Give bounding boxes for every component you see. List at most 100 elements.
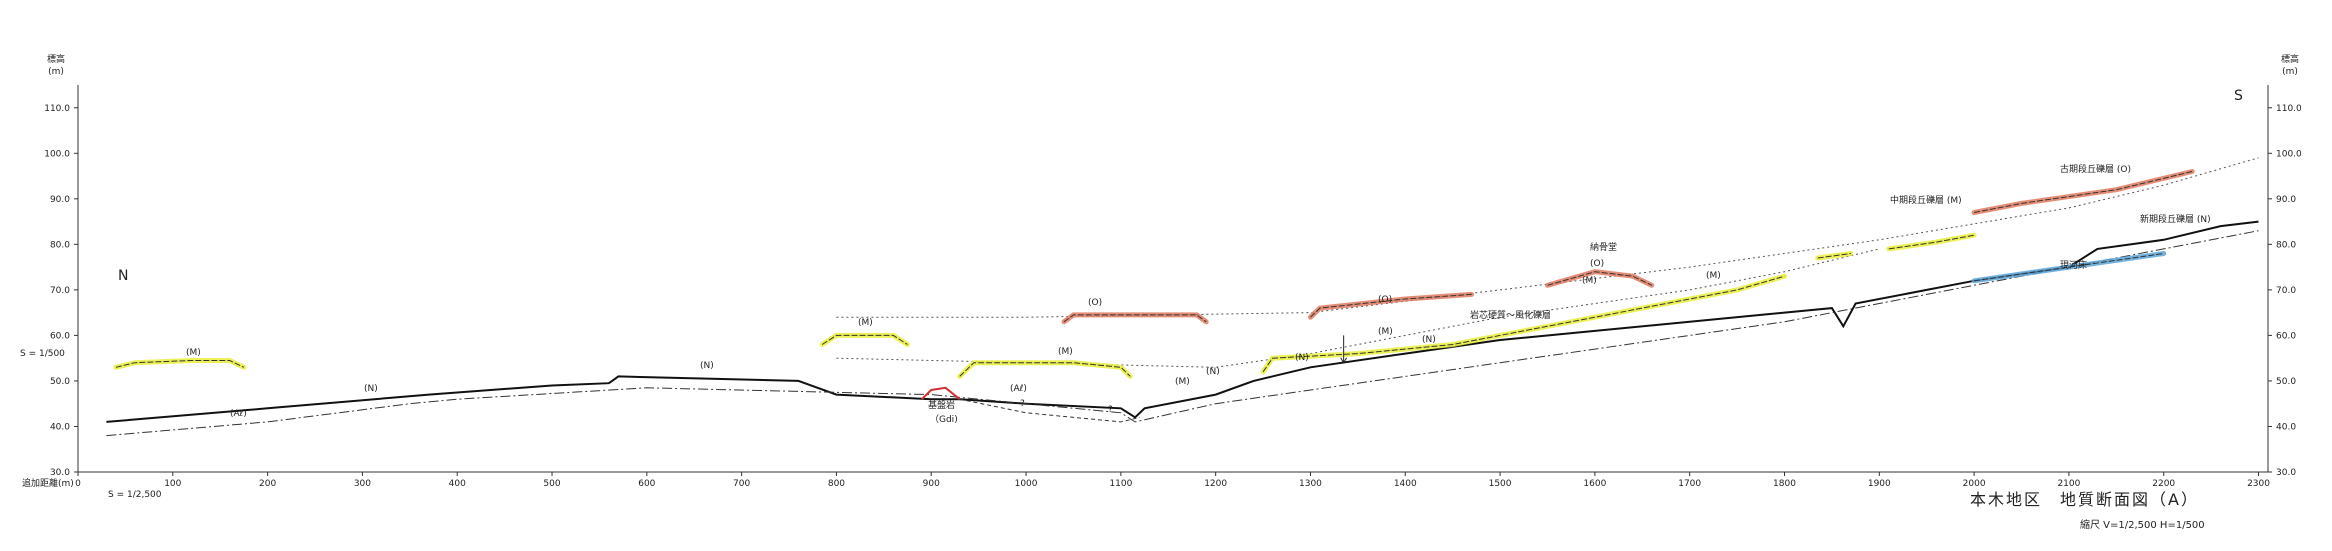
y-tick-label-left: 60.0 — [50, 331, 70, 341]
label-n-far2: (N) — [1422, 335, 1436, 345]
y-label-left: 標高 — [47, 53, 65, 65]
label-m-far: (M) — [1378, 327, 1393, 337]
y-tick-label-left: 50.0 — [50, 377, 70, 387]
y-tick-label-right: 100.0 — [2276, 149, 2302, 159]
deposit-band — [1545, 269, 1655, 288]
label-old-terrace: 古期段丘礫層 (O) — [2060, 163, 2131, 175]
x-tick-label: 100 — [164, 479, 181, 489]
profile-line-old-surface — [836, 157, 2259, 318]
deposit-outline — [1262, 275, 1785, 373]
y-tick-label-right: 90.0 — [2276, 195, 2296, 205]
deposit-outline — [1547, 271, 1653, 286]
x-tick-label: 700 — [733, 479, 750, 489]
label-new-terrace: 新期段丘礫層 (N) — [2140, 213, 2211, 225]
x-tick-label: 800 — [828, 479, 845, 489]
label-kanzen: 納骨堂 — [1590, 241, 1617, 253]
x-tick-label: 900 — [923, 479, 940, 489]
y-tick-label-left: 30.0 — [50, 468, 70, 478]
x-tick-label: 1300 — [1299, 479, 1322, 489]
boring-arrowhead — [1340, 357, 1348, 364]
deposits-layer — [113, 169, 2195, 423]
label-m-small: (M) — [1175, 377, 1190, 387]
x-tick-label: 1400 — [1394, 479, 1417, 489]
x-tick-label: 1500 — [1489, 479, 1512, 489]
deposit-band — [1260, 273, 1787, 375]
label-question-1: ? — [1020, 399, 1025, 409]
x-tick-label: 1700 — [1678, 479, 1701, 489]
x-tick-label: 2100 — [2057, 479, 2080, 489]
deposit-outline — [1974, 171, 2193, 213]
y-tick-label-left: 90.0 — [50, 195, 70, 205]
y-label-right: 標高 — [2281, 53, 2299, 65]
label-gdi: （Gdi) — [930, 414, 958, 425]
label-o-high: (O) — [1590, 259, 1604, 269]
y-tick-label-left: 70.0 — [50, 286, 70, 296]
y-tick-label-right: 40.0 — [2276, 422, 2296, 432]
y-tick-label-left: 110.0 — [44, 104, 70, 114]
x-tick-label: 1800 — [1773, 479, 1796, 489]
deposit-outline — [821, 334, 908, 345]
series-layer — [106, 157, 2259, 437]
left-scale-note: S = 1/500 — [20, 349, 65, 359]
y-tick-label-right: 70.0 — [2276, 286, 2296, 296]
y-unit-right: (m) — [2282, 67, 2298, 77]
uncertain-contact — [959, 398, 1140, 423]
label-n-far: (N) — [1295, 353, 1309, 363]
profile-line-ground — [106, 220, 2259, 423]
x-tick-label: 2300 — [2247, 479, 2270, 489]
y-tick-label-left: 100.0 — [44, 149, 70, 159]
deposit-outline — [115, 360, 245, 368]
x-tick-label: 2000 — [1963, 479, 1986, 489]
y-tick-label-right: 110.0 — [2276, 104, 2302, 114]
diagram-title: 本木地区 地質断面図（A） — [1970, 490, 2199, 509]
direction-south: S — [2234, 88, 2243, 104]
y-tick-label-right: 30.0 — [2276, 468, 2296, 478]
y-tick-label-right: 80.0 — [2276, 240, 2296, 250]
x-axis-label: 追加距離(m) — [22, 477, 74, 489]
label-bedrock: 基盤岩 — [928, 399, 955, 411]
deposit-band — [957, 360, 1133, 379]
label-o-mid: (O) — [1088, 298, 1102, 308]
deposit-outline — [959, 362, 1131, 377]
profile-line-mid-surface — [836, 248, 1880, 368]
y-unit-left: (m) — [48, 67, 64, 77]
x-tick-label: 2200 — [2152, 479, 2175, 489]
x-tick-label: 400 — [449, 479, 466, 489]
deposit-band — [113, 358, 247, 370]
label-al-mid: (Aℓ) — [1010, 384, 1027, 394]
label-al-left: (Aℓ) — [230, 409, 247, 419]
label-m-left: (M) — [186, 348, 201, 358]
label-n-right: (N) — [1206, 367, 1220, 377]
label-weathered: 岩芯硬質〜風化礫層 — [1470, 309, 1551, 321]
x-tick-label: 300 — [354, 479, 371, 489]
y-tick-label-right: 60.0 — [2276, 331, 2296, 341]
deposit-band — [1971, 251, 2167, 284]
bottom-scale-note: S = 1/2,500 — [108, 490, 162, 500]
x-tick-label: 500 — [543, 479, 560, 489]
x-tick-label: 1100 — [1109, 479, 1132, 489]
x-tick-label: 1900 — [1868, 479, 1891, 489]
label-m-high2: (M) — [1706, 271, 1721, 281]
deposit-outline — [1888, 234, 1975, 250]
deposit-outline — [1817, 253, 1851, 259]
label-question-2: ? — [1108, 405, 1113, 415]
x-tick-label: 1000 — [1015, 479, 1038, 489]
x-tick-label: 1600 — [1583, 479, 1606, 489]
x-tick-label: 1200 — [1204, 479, 1227, 489]
y-tick-label-left: 80.0 — [50, 240, 70, 250]
label-n-left: (N) — [364, 384, 378, 394]
x-tick-label: 600 — [638, 479, 655, 489]
y-tick-label-right: 50.0 — [2276, 377, 2296, 387]
label-m-upper: (M) — [858, 318, 873, 328]
label-river-bed: 現河床 — [2060, 259, 2087, 271]
direction-north: N — [118, 268, 128, 284]
bedrock-outcrop — [921, 386, 961, 400]
label-mid-terrace: 中期段丘礫層 (M) — [1890, 194, 1962, 206]
label-m-mid: (M) — [1058, 347, 1073, 357]
deposit-outline — [1063, 314, 1207, 323]
deposit-outline — [1310, 293, 1472, 318]
y-tick-label-left: 40.0 — [50, 422, 70, 432]
x-tick-label: 200 — [259, 479, 276, 489]
scale-note: 縮尺 V=1/2,500 H=1/500 — [2080, 518, 2205, 531]
